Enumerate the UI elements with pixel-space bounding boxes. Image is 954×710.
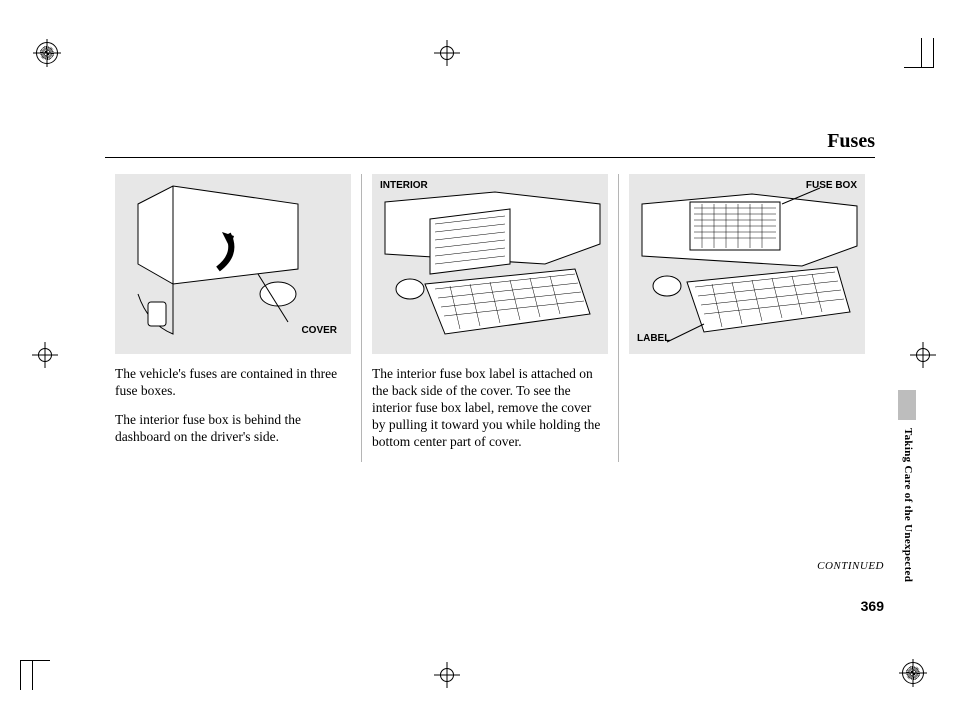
- middle-body: The interior fuse box label is attached …: [372, 366, 608, 450]
- left-body: The vehicle's fuses are contained in thr…: [115, 366, 351, 446]
- figure-cover: COVER: [115, 174, 351, 354]
- figure-interior: INTERIOR: [372, 174, 608, 354]
- three-column-layout: COVER The vehicle's fuses are contained …: [105, 174, 875, 462]
- figure-label-interior: INTERIOR: [380, 180, 428, 191]
- continued-label: CONTINUED: [817, 560, 884, 572]
- page-content: Fuses COVER: [105, 130, 875, 462]
- column-right: FUSE BOX LABEL: [618, 174, 875, 462]
- lineart-fusebox: [629, 174, 865, 354]
- page-title: Fuses: [827, 130, 875, 152]
- left-p2: The interior fuse box is behind the dash…: [115, 412, 351, 446]
- lineart-interior: [372, 174, 608, 354]
- column-left: COVER The vehicle's fuses are contained …: [105, 174, 361, 462]
- page-number: 369: [861, 598, 884, 614]
- figure-label-fusebox: FUSE BOX: [806, 180, 857, 191]
- figure-label-cover: COVER: [301, 325, 337, 336]
- reg-mark-top-center: [440, 46, 454, 60]
- reg-mark-bottom-right: [902, 662, 924, 684]
- figure-fusebox: FUSE BOX LABEL: [629, 174, 865, 354]
- reg-mark-mid-right: [916, 348, 930, 362]
- left-p1: The vehicle's fuses are contained in thr…: [115, 366, 351, 400]
- section-label: Taking Care of the Unexpected: [902, 428, 914, 582]
- middle-p1: The interior fuse box label is attached …: [372, 366, 608, 450]
- crop-top-right: [904, 38, 934, 68]
- figure-label-label: LABEL: [637, 333, 670, 344]
- reg-mark-bottom-center: [440, 668, 454, 682]
- reg-mark-mid-left: [38, 348, 52, 362]
- column-middle: INTERIOR: [361, 174, 618, 462]
- crop-bottom-left: [20, 660, 50, 690]
- title-rule: Fuses: [105, 130, 875, 158]
- section-tab: [898, 390, 916, 420]
- reg-mark-top-left: [36, 42, 58, 64]
